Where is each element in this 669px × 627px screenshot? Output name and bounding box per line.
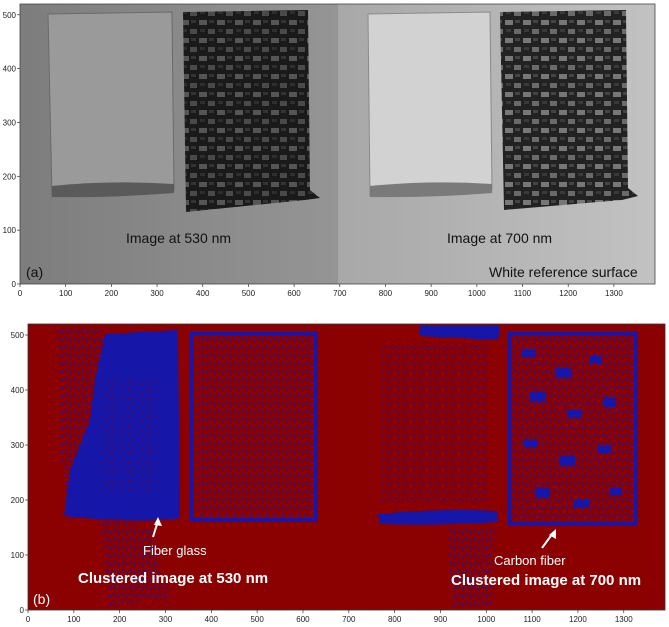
fiber-glass-edge-700 — [378, 510, 498, 525]
x-tick-label: 1200 — [559, 289, 577, 298]
annotation-fiber-glass: Fiber glass — [143, 543, 207, 558]
panel-a-x-axis: 0 100 200 300 400 500 600 700 800 900 1000 1100 1200… — [18, 284, 623, 298]
panel-b-y-axis: 0 100 200 300 400 500 — [11, 331, 28, 615]
x-tick-label: 1300 — [615, 615, 633, 624]
y-tick-label: 400 — [3, 65, 17, 74]
x-tick-label: 1100 — [523, 615, 541, 624]
arrow-carbon-fiber — [541, 529, 556, 549]
x-tick-label: 800 — [388, 615, 402, 624]
fiber-glass-cluster-texture — [100, 380, 160, 490]
x-tick-label: 300 — [150, 289, 164, 298]
x-tick-label: 1000 — [468, 289, 486, 298]
x-tick-label: 200 — [105, 289, 119, 298]
y-tick-label: 0 — [20, 606, 25, 615]
fiber-glass-sample-700 — [367, 11, 493, 197]
x-tick-label: 200 — [113, 615, 127, 624]
speckle-region-bottom-right — [448, 526, 495, 606]
speckle-region-bottom-left — [100, 520, 170, 605]
y-tick-label: 100 — [11, 551, 25, 560]
x-tick-label: 0 — [18, 289, 23, 298]
y-tick-label: 300 — [11, 441, 25, 450]
carbon-fiber-sample-530 — [183, 10, 320, 212]
x-tick-label: 700 — [333, 289, 347, 298]
x-tick-label: 0 — [26, 615, 31, 624]
x-tick-label: 1000 — [477, 615, 495, 624]
x-tick-label: 1300 — [605, 289, 623, 298]
y-tick-label: 400 — [11, 386, 25, 395]
x-tick-label: 100 — [59, 289, 73, 298]
panel-a: Image at 530 nm Image at 700 nm White re… — [3, 3, 656, 298]
x-tick-label: 600 — [287, 289, 301, 298]
panel-b-x-axis: 0 100 200 300 400 500 600 700 800 900 1000 1100 1200… — [26, 610, 633, 624]
carbon-fiber-sample-700 — [500, 10, 638, 210]
caption-white-reference: White reference surface — [489, 264, 638, 280]
x-tick-label: 1200 — [569, 615, 587, 624]
panel-b-frame — [27, 323, 666, 611]
fiber-glass-edge-530 — [52, 182, 174, 198]
panel-a-y-axis: 0 100 200 300 400 500 — [3, 11, 20, 289]
caption-image-700: Image at 700 nm — [447, 230, 552, 246]
carbon-fiber-speckle-530 — [196, 338, 312, 516]
y-tick-label: 200 — [3, 172, 17, 181]
x-tick-label: 800 — [379, 289, 393, 298]
y-tick-label: 200 — [11, 496, 25, 505]
speckle-region-right — [380, 345, 490, 505]
caption-clustered-700: Clustered image at 700 nm — [451, 572, 641, 589]
fiber-glass-sample-530 — [47, 11, 175, 197]
x-tick-label: 100 — [67, 615, 81, 624]
caption-image-530: Image at 530 nm — [126, 230, 231, 246]
x-tick-label: 1100 — [514, 289, 532, 298]
carbon-fiber-blobs-700 — [522, 350, 622, 508]
y-tick-label: 0 — [12, 280, 17, 289]
annotation-carbon-fiber: Carbon fiber — [494, 553, 566, 568]
panel-a-frame — [19, 3, 656, 285]
panel-b: Fiber glass Carbon fiber Clustered image… — [11, 323, 666, 624]
x-tick-label: 900 — [434, 615, 448, 624]
x-tick-label: 400 — [196, 289, 210, 298]
fiber-glass-edge-700 — [370, 182, 492, 198]
y-tick-label: 300 — [3, 118, 17, 127]
top-strip-right — [420, 326, 500, 340]
y-tick-label: 500 — [3, 11, 17, 20]
x-tick-label: 900 — [424, 289, 438, 298]
x-tick-label: 500 — [250, 615, 264, 624]
x-tick-label: 600 — [296, 615, 310, 624]
x-tick-label: 500 — [242, 289, 256, 298]
y-tick-label: 100 — [3, 226, 17, 235]
x-tick-label: 400 — [205, 615, 219, 624]
x-tick-label: 700 — [342, 615, 356, 624]
y-tick-label: 500 — [11, 331, 25, 340]
panel-a-label: (a) — [26, 264, 43, 280]
caption-clustered-530: Clustered image at 530 nm — [78, 570, 268, 587]
panel-b-label: (b) — [33, 591, 50, 607]
x-tick-label: 300 — [159, 615, 173, 624]
arrow-fiber-glass — [152, 517, 162, 538]
